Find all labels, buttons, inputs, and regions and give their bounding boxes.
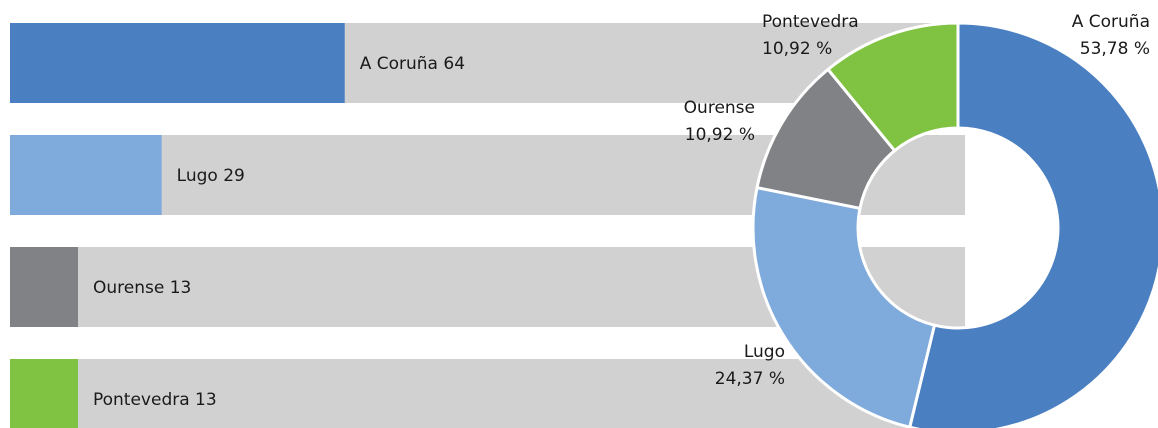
bar xyxy=(10,23,345,103)
bar-label: Ourense 13 xyxy=(93,278,191,298)
donut-category-label: Pontevedra xyxy=(762,12,859,32)
bar xyxy=(10,359,78,428)
donut-category-label: A Coruña xyxy=(1072,12,1150,32)
donut-segment xyxy=(751,185,937,428)
donut-value-label: 10,92 % xyxy=(685,125,755,145)
bar xyxy=(10,247,78,327)
donut-value-label: 10,92 % xyxy=(762,39,832,59)
donut-category-label: Ourense xyxy=(684,98,755,118)
bar-label: A Coruña 64 xyxy=(360,54,465,74)
donut-segment xyxy=(907,21,1158,428)
donut-value-label: 53,78 % xyxy=(1080,39,1150,59)
bar-track xyxy=(10,359,965,428)
donut-segment xyxy=(826,21,960,153)
bar-label: Pontevedra 13 xyxy=(93,390,217,410)
bar-label: Lugo 29 xyxy=(177,166,245,186)
donut-value-label: 24,37 % xyxy=(715,369,785,389)
donut-category-label: Lugo xyxy=(744,342,785,362)
bar xyxy=(10,135,162,215)
